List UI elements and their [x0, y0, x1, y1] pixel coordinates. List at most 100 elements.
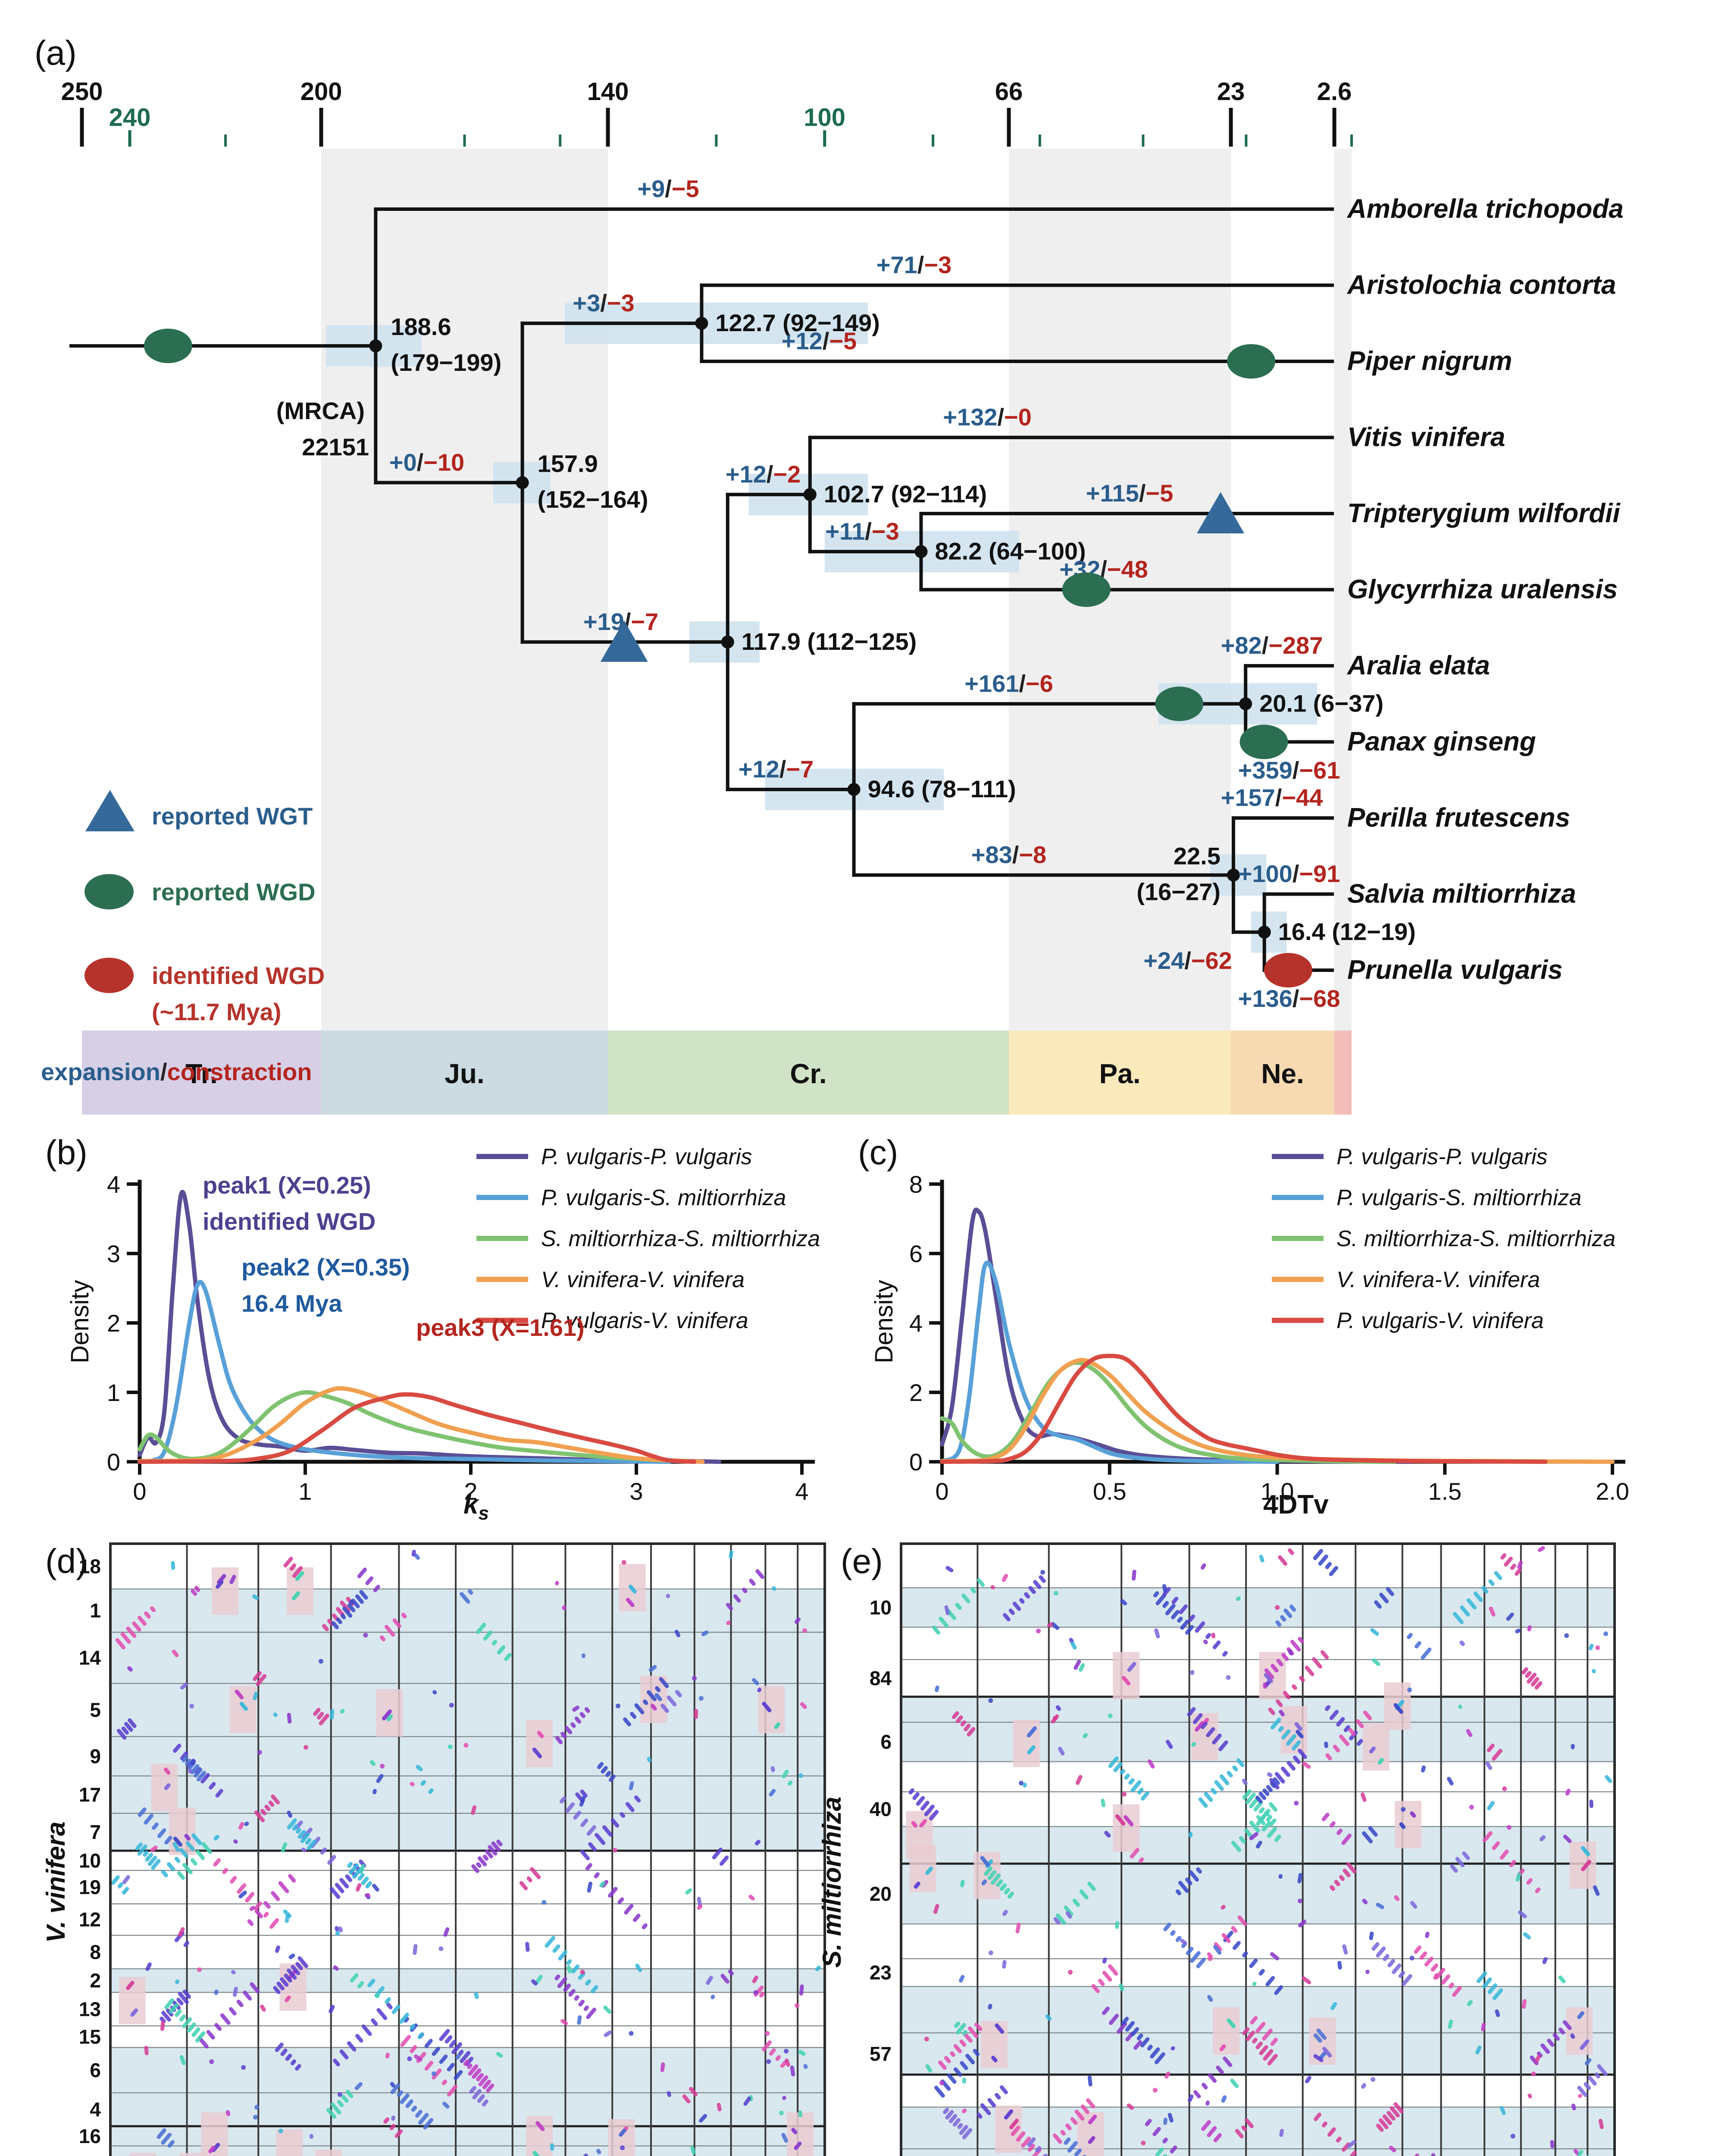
synteny-dash [555, 1581, 559, 1586]
anno-slash-t8: / [1275, 784, 1282, 811]
anno-t1: +71/−3 [876, 251, 952, 279]
synteny-dash [609, 1774, 616, 1782]
synteny-dash [974, 2022, 983, 2031]
synteny-dot [1502, 1786, 1507, 1791]
synteny-dash [297, 1956, 308, 1968]
synteny-dash [295, 2064, 301, 2071]
synteny-dash [1534, 2055, 1541, 2063]
synteny-dash [253, 1692, 258, 1701]
synteny-dash [420, 1780, 426, 1786]
synteny-dot [375, 1993, 380, 1998]
anno-G: +11/−3 [825, 517, 899, 545]
plot-area-d [110, 1544, 825, 2156]
synteny-dash [1333, 1745, 1340, 1753]
synteny-dash [1515, 1628, 1521, 1634]
synteny-dash [138, 1807, 147, 1817]
node-dot-D [721, 635, 734, 649]
synteny-dash [935, 1685, 939, 1692]
synteny-dash [1206, 1727, 1215, 1737]
synteny-dash [482, 2079, 491, 2090]
synteny-dash [675, 1690, 682, 1698]
legend-wgd-label: reported WGD [152, 878, 316, 906]
synteny-dash [1281, 1653, 1289, 1661]
synteny-dash [925, 2064, 933, 2073]
synteny-dash [1588, 1644, 1594, 1651]
node-dot-F [847, 783, 861, 796]
synteny-dash [977, 1578, 985, 1587]
synteny-dash [460, 2051, 471, 2063]
synteny-dash [1377, 1758, 1384, 1765]
synteny-dash [128, 1718, 137, 1728]
b-peak1-line2: identified WGD [203, 1208, 376, 1235]
synteny-dash [1121, 1676, 1131, 1686]
synteny-dash [276, 1981, 285, 1991]
era-label-Pa.: Pa. [1099, 1058, 1140, 1089]
synteny-dash [565, 1802, 575, 1813]
x-tick-label: 0 [935, 1478, 948, 1505]
synteny-dash [335, 1926, 339, 1932]
synteny-dash [1222, 1651, 1228, 1657]
synteny-dash [1147, 2044, 1153, 2051]
synteny-dash [150, 1846, 158, 1852]
x-tick-label: 0.5 [1093, 1478, 1127, 1505]
synteny-dash [1124, 1774, 1130, 1780]
synteny-dash [175, 2009, 182, 2017]
synteny-dash [712, 1847, 723, 1859]
highlight-box [276, 2129, 303, 2156]
highlight-box [129, 2153, 157, 2156]
synteny-dash [1393, 1703, 1403, 1714]
synteny-dash [1415, 1641, 1421, 1648]
synteny-dash [571, 1964, 580, 1974]
synteny-dash [167, 2140, 175, 2148]
synteny-dash [172, 1842, 180, 1852]
species-t1: Aristolochia contorta [1346, 270, 1616, 300]
synteny-dash [1495, 2009, 1500, 2017]
synteny-dash [1530, 2055, 1539, 2065]
legend-label-4: P. vulgaris-V. vinifera [541, 1308, 748, 1333]
synteny-dash [960, 2061, 968, 2070]
synteny-dash [1452, 1612, 1464, 1624]
synteny-dash [1180, 1620, 1189, 1630]
stripe-row [110, 1736, 825, 1776]
synteny-dash [1476, 1971, 1487, 1984]
synteny-dash [1150, 2047, 1160, 2059]
synteny-dash [504, 1653, 512, 1661]
synteny-dash [635, 1963, 642, 1972]
synteny-dash [1341, 1833, 1352, 1845]
synteny-dash [1523, 1932, 1531, 1940]
synteny-dash [1231, 1840, 1242, 1852]
synteny-dash [990, 1873, 1001, 1885]
synteny-dash [787, 1780, 793, 1786]
synteny-dash [447, 2084, 458, 2096]
anno-con-H: −6 [1026, 670, 1053, 697]
synteny-dot [1595, 1645, 1600, 1650]
anno-exp-C: +3 [573, 289, 600, 317]
synteny-dash [254, 1909, 263, 1918]
synteny-dash [217, 1574, 226, 1584]
anno-con-E: −2 [773, 461, 801, 488]
synteny-dash [733, 1594, 741, 1603]
e-row-label-40: 40 [870, 1798, 892, 1821]
synteny-dash [1489, 1606, 1496, 1617]
synteny-dash [1098, 1979, 1105, 1986]
synteny-dash [1249, 1832, 1258, 1840]
synteny-dash [955, 2023, 966, 2035]
synteny-dash [1399, 1822, 1405, 1829]
synteny-dash [389, 2124, 396, 2131]
synteny-dash [468, 1589, 473, 1595]
synteny-dash [1055, 1705, 1061, 1711]
era-label-Ju.: Ju. [444, 1058, 484, 1089]
highlight-box [1213, 2007, 1240, 2055]
synteny-dash [385, 2053, 390, 2059]
legend-identified-wgd-ellipse [85, 958, 134, 993]
synteny-dash [1531, 1677, 1540, 1687]
anno-exp-F: +12 [739, 755, 779, 783]
synteny-dash [667, 1695, 677, 1707]
node-age-G: 82.2 (64−100) [935, 537, 1086, 564]
era-shading-0 [321, 149, 608, 1031]
synteny-dash [1130, 2027, 1139, 2037]
synteny-dash [752, 1975, 758, 1984]
synteny-dash [1245, 1792, 1256, 1805]
anno-H: +161/−6 [964, 670, 1053, 697]
